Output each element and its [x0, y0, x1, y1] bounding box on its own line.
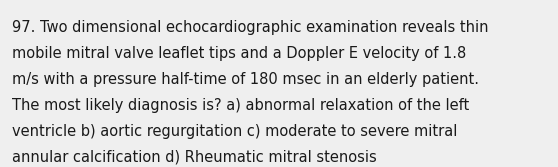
Text: m/s with a pressure half-time of 180 msec in an elderly patient.: m/s with a pressure half-time of 180 mse… [12, 72, 479, 87]
Text: ventricle b) aortic regurgitation c) moderate to severe mitral: ventricle b) aortic regurgitation c) mod… [12, 124, 458, 139]
Text: mobile mitral valve leaflet tips and a Doppler E velocity of 1.8: mobile mitral valve leaflet tips and a D… [12, 46, 466, 61]
Text: 97. Two dimensional echocardiographic examination reveals thin: 97. Two dimensional echocardiographic ex… [12, 20, 489, 35]
Text: annular calcification d) Rheumatic mitral stenosis: annular calcification d) Rheumatic mitra… [12, 149, 377, 164]
Text: The most likely diagnosis is? a) abnormal relaxation of the left: The most likely diagnosis is? a) abnorma… [12, 98, 469, 113]
